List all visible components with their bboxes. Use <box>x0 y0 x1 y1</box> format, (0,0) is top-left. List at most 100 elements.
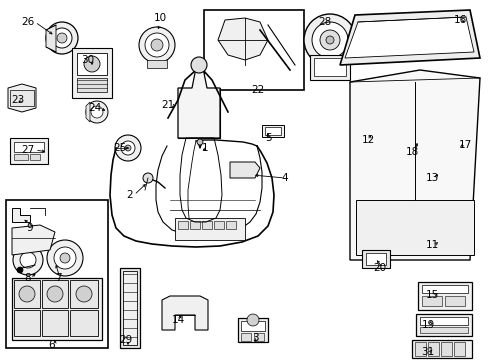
Bar <box>190 221 200 229</box>
Circle shape <box>76 286 92 302</box>
Bar <box>42 310 68 336</box>
Bar <box>14 142 44 152</box>
Bar <box>72 48 112 98</box>
Bar <box>10 138 48 164</box>
Bar <box>414 342 425 356</box>
Polygon shape <box>345 17 473 58</box>
Text: 21: 21 <box>161 100 174 110</box>
Circle shape <box>413 108 421 116</box>
Circle shape <box>311 22 347 58</box>
Text: 28: 28 <box>318 17 331 27</box>
Text: 30: 30 <box>81 55 94 65</box>
Bar <box>77 53 107 75</box>
Text: 5: 5 <box>264 133 271 143</box>
Bar <box>214 221 224 229</box>
Text: 23: 23 <box>11 95 24 105</box>
Bar <box>355 200 473 255</box>
Text: 19: 19 <box>421 320 434 330</box>
Text: 15: 15 <box>425 290 438 300</box>
Polygon shape <box>8 84 36 112</box>
Bar <box>183 94 215 114</box>
Bar <box>175 218 244 240</box>
Bar <box>262 125 284 137</box>
Circle shape <box>84 56 100 72</box>
Bar <box>241 321 264 331</box>
Polygon shape <box>162 296 207 330</box>
Circle shape <box>125 145 131 151</box>
Bar <box>419 317 467 325</box>
Circle shape <box>47 240 83 276</box>
Bar <box>415 314 471 336</box>
Bar <box>427 342 438 356</box>
Bar <box>30 154 40 160</box>
Bar <box>349 130 404 172</box>
Bar <box>253 333 264 341</box>
Circle shape <box>115 135 141 161</box>
Bar <box>178 221 187 229</box>
Bar <box>421 285 467 293</box>
Circle shape <box>413 144 425 156</box>
Bar <box>10 90 34 106</box>
Bar <box>309 55 349 80</box>
Circle shape <box>191 57 206 73</box>
Bar <box>120 268 140 348</box>
Text: 27: 27 <box>21 145 35 155</box>
Circle shape <box>86 101 108 123</box>
Circle shape <box>54 247 76 269</box>
Polygon shape <box>46 25 56 52</box>
Text: 8: 8 <box>24 273 31 283</box>
Circle shape <box>20 252 36 268</box>
Bar <box>419 327 467 333</box>
Circle shape <box>52 28 72 48</box>
Circle shape <box>91 106 103 118</box>
Polygon shape <box>444 118 459 162</box>
Polygon shape <box>218 18 267 60</box>
Text: 2: 2 <box>126 190 133 200</box>
Bar <box>365 253 385 265</box>
Bar <box>178 88 220 138</box>
Circle shape <box>19 286 35 302</box>
Polygon shape <box>229 162 260 178</box>
Text: 31: 31 <box>421 347 434 357</box>
Bar <box>225 221 236 229</box>
Text: 9: 9 <box>27 223 33 233</box>
Circle shape <box>139 27 175 63</box>
Text: 26: 26 <box>21 17 35 27</box>
Text: 22: 22 <box>251 85 264 95</box>
Polygon shape <box>12 225 55 255</box>
Text: 1: 1 <box>201 143 208 153</box>
Polygon shape <box>86 102 90 122</box>
Bar <box>202 221 212 229</box>
Bar <box>453 342 464 356</box>
Circle shape <box>304 14 355 66</box>
Bar <box>14 280 40 308</box>
Bar <box>183 118 215 132</box>
Polygon shape <box>178 68 220 138</box>
Bar <box>77 78 107 92</box>
Bar <box>42 280 68 308</box>
Text: 29: 29 <box>119 335 132 345</box>
Circle shape <box>151 39 163 51</box>
Polygon shape <box>12 208 30 222</box>
Circle shape <box>319 30 339 50</box>
Text: 3: 3 <box>251 333 258 343</box>
Bar <box>14 310 40 336</box>
Bar <box>70 280 98 308</box>
Circle shape <box>60 253 70 263</box>
Text: 25: 25 <box>113 143 126 153</box>
Circle shape <box>13 245 43 275</box>
Circle shape <box>46 22 78 54</box>
Bar <box>264 127 281 135</box>
Text: 11: 11 <box>425 240 438 250</box>
Bar <box>427 168 463 190</box>
Bar <box>404 128 434 156</box>
Circle shape <box>145 33 169 57</box>
Text: 4: 4 <box>281 173 288 183</box>
Circle shape <box>142 173 153 183</box>
Bar <box>313 58 346 76</box>
Circle shape <box>16 92 28 104</box>
Bar <box>123 271 137 345</box>
Bar <box>203 10 304 90</box>
Bar <box>70 310 98 336</box>
Circle shape <box>17 267 23 273</box>
